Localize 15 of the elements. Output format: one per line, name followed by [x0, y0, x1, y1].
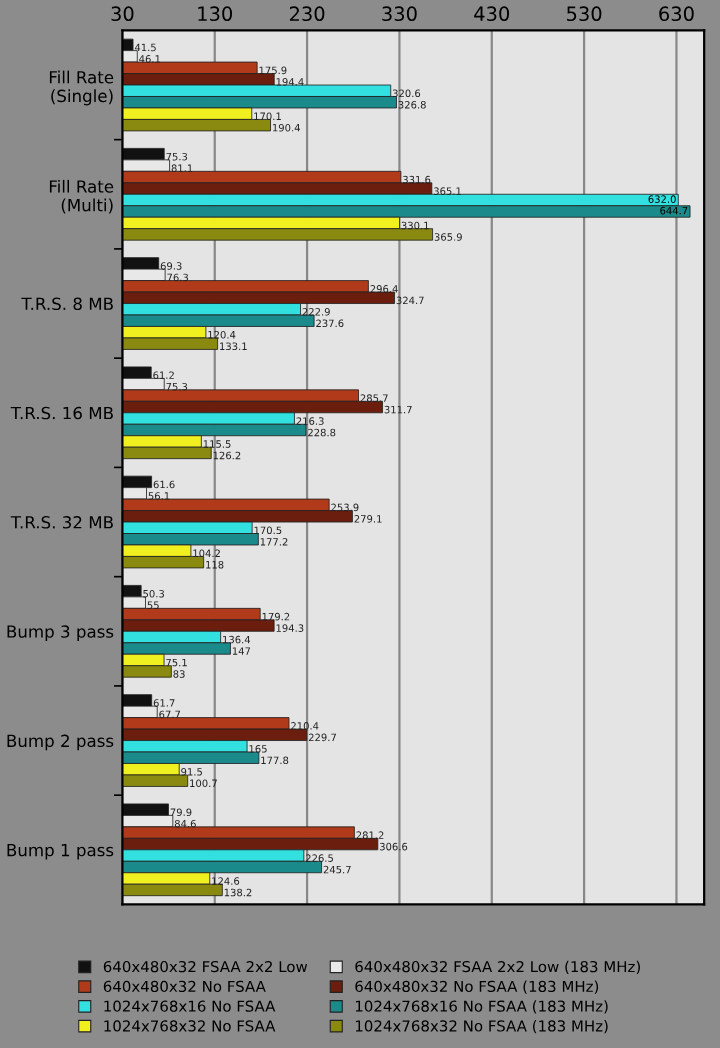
x-tick-label: 630: [659, 6, 694, 22]
y-tick-label: Fill Rate (Multi): [49, 179, 114, 214]
x-tick-label: 230: [289, 6, 325, 22]
y-tick-label: T.R.S. 8 MB: [21, 297, 113, 311]
y-tick-label: T.R.S. 16 MB: [10, 406, 113, 420]
x-tick-label: 430: [474, 6, 510, 22]
y-tick-label: T.R.S. 32 MB: [10, 516, 113, 529]
x-tick-label: 530: [567, 6, 602, 22]
y-tick-label: Bump 2 pass: [7, 734, 114, 751]
y-tick-label: Bump 1 pass: [7, 843, 114, 860]
x-tick-label: 30: [111, 6, 134, 22]
x-tick-label: 330: [382, 6, 417, 22]
x-tick-label: 130: [198, 6, 233, 22]
y-tick-label: Fill Rate (Single): [49, 70, 114, 106]
y-tick-label: Bump 3 pass: [7, 625, 114, 642]
